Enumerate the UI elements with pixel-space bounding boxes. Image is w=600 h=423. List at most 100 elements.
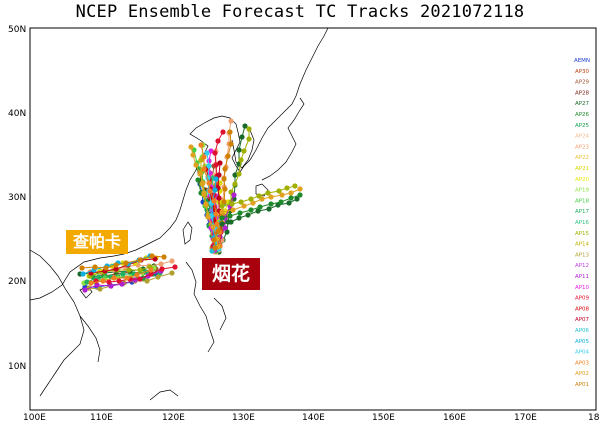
track-point: [193, 162, 199, 168]
track-point: [245, 212, 251, 218]
ensemble-tracks: [77, 118, 303, 293]
track-point: [103, 265, 109, 271]
track-point: [276, 188, 282, 194]
track-point: [88, 280, 94, 286]
track-point: [297, 192, 303, 198]
legend-item: AP27: [575, 101, 590, 107]
track-point: [228, 118, 234, 124]
track-point: [241, 203, 247, 209]
track-point: [227, 213, 233, 219]
track-point: [216, 172, 222, 178]
track-point: [195, 177, 201, 183]
legend-item: AP30: [575, 69, 590, 75]
track-point: [268, 194, 274, 200]
track-point: [292, 183, 298, 189]
legend-item: AP17: [575, 209, 590, 215]
track-point: [222, 225, 228, 231]
legend-item: AP01: [575, 382, 589, 388]
track-point: [239, 134, 245, 140]
track-point: [169, 270, 175, 276]
track-point: [217, 160, 223, 166]
track-point: [228, 219, 234, 225]
track-point: [201, 166, 207, 172]
legend-item: AP23: [575, 144, 590, 150]
track-point: [211, 198, 217, 204]
track-point: [250, 200, 256, 206]
legend: AEMN AP30 AP29 AP28 AP27 AP26 AP25 AP24 AP23 AP22…: [574, 58, 590, 388]
track-point: [113, 262, 119, 268]
track-point: [97, 286, 103, 292]
track-point: [123, 260, 129, 266]
legend-item: AP04: [575, 350, 590, 356]
y-axis-labels: 50N 40N 30N 20N 10N: [8, 25, 26, 372]
track-point: [206, 163, 212, 169]
track-point: [219, 203, 225, 209]
track-point: [148, 271, 154, 277]
legend-item: AP13: [575, 252, 590, 258]
legend-item: AP16: [575, 220, 590, 226]
legend-item: AP26: [575, 112, 590, 118]
track-point: [294, 196, 300, 202]
track-point: [214, 221, 220, 227]
legend-item: AP28: [575, 90, 590, 96]
track-point: [232, 181, 238, 187]
track-point: [288, 195, 294, 201]
track-point: [229, 201, 235, 207]
track-point: [206, 180, 212, 186]
track-point: [212, 150, 218, 156]
track-point: [124, 275, 130, 281]
track-point: [225, 153, 231, 159]
track-point: [248, 196, 254, 202]
track-point: [222, 166, 228, 172]
track-point: [236, 171, 242, 177]
track-point: [108, 283, 114, 289]
legend-item: AP02: [575, 371, 589, 377]
legend-item: AP03: [575, 360, 590, 366]
track-point: [94, 282, 100, 288]
track-point: [224, 229, 230, 235]
legend-item: AP14: [575, 242, 590, 248]
track-point: [236, 215, 242, 221]
track-point: [215, 138, 221, 144]
track-point: [84, 279, 90, 285]
track-point: [200, 180, 206, 186]
x-tick-label: 130E: [232, 413, 255, 423]
track-point: [210, 224, 216, 230]
x-tick-label: 110E: [90, 413, 113, 423]
chart-title: NCEP Ensemble Forecast TC Tracks 2021072…: [75, 2, 525, 22]
legend-item: AP29: [575, 80, 590, 86]
track-point: [246, 126, 252, 132]
track-point: [132, 277, 138, 283]
legend-item: AP11: [575, 274, 589, 280]
track-point: [126, 267, 132, 273]
legend-item: AP07: [575, 317, 590, 323]
track-point: [204, 150, 210, 156]
track-point: [220, 129, 226, 135]
track-point: [172, 264, 178, 270]
track-point: [188, 144, 194, 150]
track-point: [279, 192, 285, 198]
x-tick-label: 18: [588, 413, 600, 423]
legend-item: AP08: [575, 306, 590, 312]
legend-item: AP22: [575, 155, 589, 161]
legend-item: AP15: [575, 231, 590, 237]
track-point: [286, 200, 292, 206]
track-point: [213, 162, 219, 168]
track-point: [265, 190, 271, 196]
track-point: [256, 193, 262, 199]
legend-item: AP09: [575, 296, 590, 302]
track-point: [169, 258, 175, 264]
track-point: [215, 228, 221, 234]
track-point: [92, 264, 98, 270]
track-point: [96, 274, 102, 280]
track-point: [236, 147, 242, 153]
track-point: [190, 152, 196, 158]
track-point: [149, 253, 155, 259]
track-point: [219, 221, 225, 227]
track-point: [212, 245, 218, 251]
x-tick-label: 120E: [162, 413, 185, 423]
x-tick-label: 100E: [23, 413, 46, 423]
x-tick-label: 140E: [302, 413, 325, 423]
track-point: [201, 190, 207, 196]
